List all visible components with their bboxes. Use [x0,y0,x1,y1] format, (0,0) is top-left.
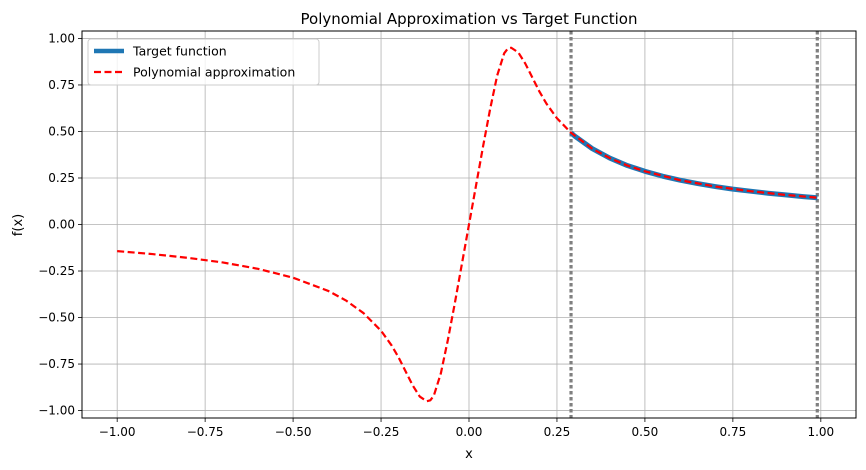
legend: Target function Polynomial approximation [87,38,320,86]
y-tick-label: −0.50 [38,311,75,325]
chart-title: Polynomial Approximation vs Target Funct… [301,10,638,28]
x-axis-label: x [465,447,473,462]
x-tick-label: −1.00 [99,425,136,439]
series-line-polynomial-approximation [117,46,818,403]
x-tick-label: −0.75 [187,425,224,439]
y-tick-label: −0.25 [38,264,75,278]
x-tick-label: 1.00 [807,425,834,439]
y-ticks: 1.00 0.75 0.50 0.25 0.00 −0.25 −0.50 −0.75 −1.00 [38,31,82,418]
x-tick-label: 0.00 [456,425,483,439]
y-tick-label: 0.25 [48,171,75,185]
x-tick-label: 0.50 [632,425,659,439]
y-tick-label: 1.00 [48,31,75,45]
y-tick-label: −1.00 [38,404,75,418]
x-tick-label: −0.50 [275,425,312,439]
series-layer [117,46,818,403]
legend-box [87,38,320,86]
y-tick-label: 0.75 [48,78,75,92]
x-tick-label: 0.75 [720,425,747,439]
legend-label-target-function: Target function [132,44,227,59]
y-tick-label: 0.00 [48,218,75,232]
x-tick-label: 0.25 [544,425,571,439]
x-ticks: −1.00 −0.75 −0.50 −0.25 0.00 0.25 0.50 0.75 1.00 [99,418,834,439]
x-tick-label: −0.25 [363,425,400,439]
vertical-marker-lines [569,31,819,418]
legend-label-polynomial-approximation: Polynomial approximation [133,65,295,80]
y-tick-label: −0.75 [38,357,75,371]
y-tick-label: 0.50 [48,124,75,138]
y-axis-label: f(x) [11,214,26,236]
